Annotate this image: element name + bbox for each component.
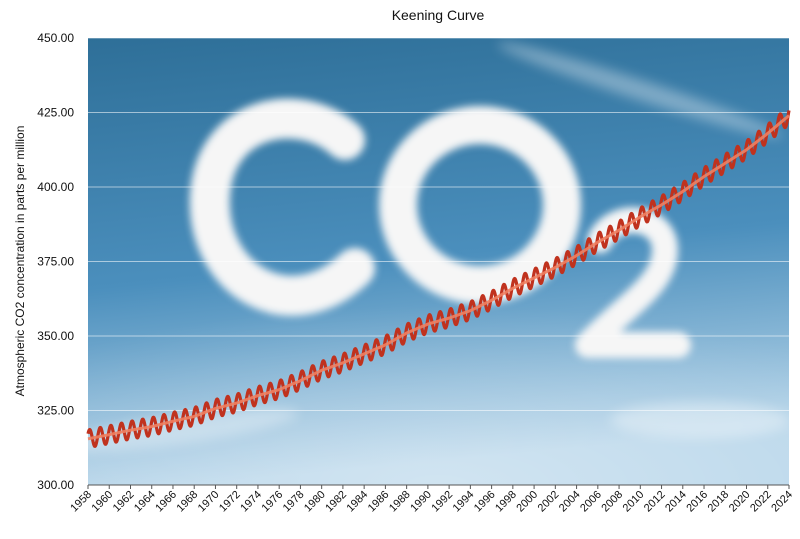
x-tick-label: 2002: [536, 489, 562, 515]
x-tick-label: 2022: [748, 489, 774, 515]
chart-title: Keening Curve: [392, 7, 485, 23]
x-axis-ticks: 1958196019621964196619681970197219741976…: [68, 485, 795, 514]
x-tick-label: 1986: [366, 489, 392, 515]
x-tick-label: 1992: [429, 489, 455, 515]
x-tick-label: 2024: [769, 489, 795, 515]
x-tick-label: 2018: [706, 489, 732, 515]
x-tick-label: 2010: [621, 489, 647, 515]
seasonal-cycle-series: [86, 110, 791, 448]
x-tick-label: 1974: [238, 489, 264, 515]
x-tick-label: 2008: [599, 489, 625, 515]
x-tick-label: 1960: [90, 489, 116, 515]
x-tick-label: 1994: [451, 489, 477, 515]
x-tick-label: 1984: [344, 489, 370, 515]
y-axis-ticks: 300.00 325.00 350.00 375.00 400.00 425.00 450.…: [37, 31, 74, 492]
x-tick-label: 2006: [578, 489, 604, 515]
x-tick-label: 1976: [260, 489, 286, 515]
x-tick-label: 1964: [132, 489, 158, 515]
y-tick-label: 325.00: [37, 404, 74, 418]
x-tick-label: 1998: [493, 489, 519, 515]
x-tick-label: 1978: [281, 489, 307, 515]
y-tick-label: 350.00: [37, 329, 74, 343]
x-tick-label: 2014: [663, 489, 689, 515]
x-tick-label: 1988: [387, 489, 413, 515]
x-tick-label: 1970: [196, 489, 222, 515]
trend-series: [87, 114, 790, 441]
x-tick-label: 1962: [111, 489, 137, 515]
x-tick-label: 1990: [408, 489, 434, 515]
seasonal-line-path: [86, 110, 791, 448]
trend-line-path: [87, 114, 790, 441]
co2-cloud-letters-image: [189, 98, 691, 358]
x-tick-label: 2004: [557, 489, 583, 515]
x-tick-label: 1968: [175, 489, 201, 515]
y-tick-label: 300.00: [37, 478, 74, 492]
x-tick-label: 1996: [472, 489, 498, 515]
x-tick-label: 1972: [217, 489, 243, 515]
y-tick-label: 425.00: [37, 106, 74, 120]
x-tick-label: 2012: [642, 489, 668, 515]
x-tick-label: 1982: [323, 489, 349, 515]
y-tick-label: 450.00: [37, 31, 74, 45]
y-tick-label: 375.00: [37, 255, 74, 269]
x-tick-label: 1980: [302, 489, 328, 515]
x-tick-label: 1958: [68, 489, 94, 515]
x-tick-label: 2016: [684, 489, 710, 515]
y-axis-label: Atmospheric CO2 concentration in parts p…: [13, 126, 27, 397]
x-tick-label: 2020: [727, 489, 753, 515]
y-tick-label: 400.00: [37, 180, 74, 194]
x-tick-label: 1966: [153, 489, 179, 515]
x-tick-label: 2000: [514, 489, 540, 515]
